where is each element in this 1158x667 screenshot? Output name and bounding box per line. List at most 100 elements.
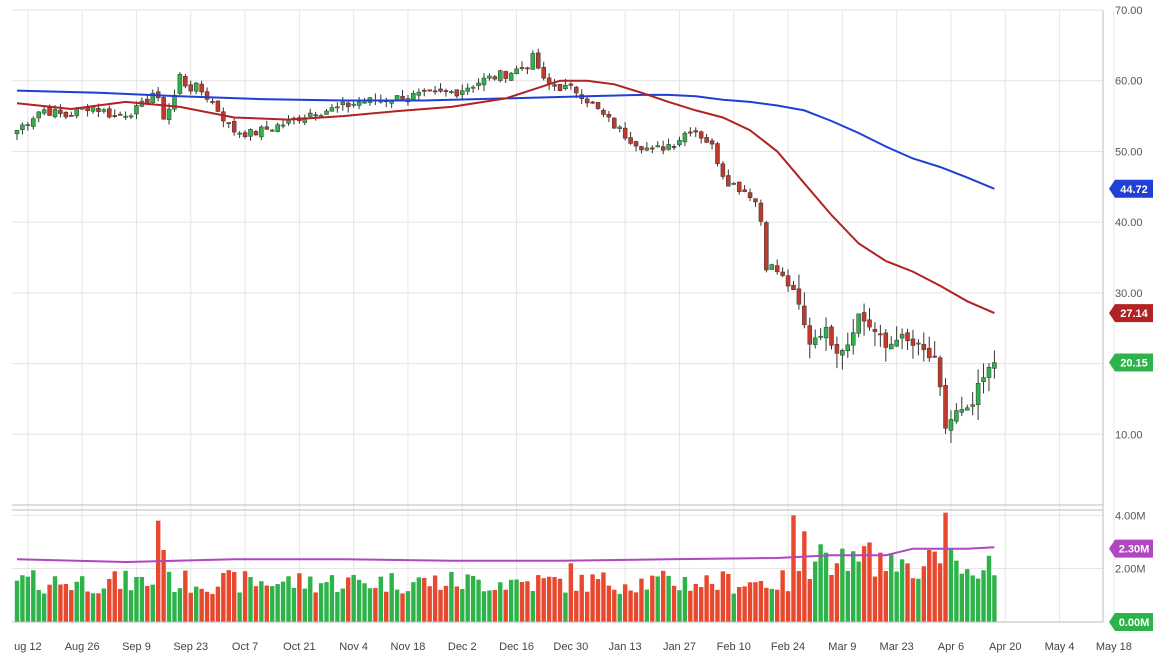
candle-body bbox=[498, 70, 503, 81]
x-tick-label: Sep 23 bbox=[173, 641, 208, 653]
candle-body bbox=[530, 53, 536, 70]
volume-bar bbox=[302, 588, 307, 622]
volume-bar bbox=[552, 577, 557, 622]
volume-bar bbox=[818, 544, 823, 622]
candle-body bbox=[416, 91, 422, 96]
candle-body bbox=[253, 131, 259, 136]
candle-body bbox=[872, 328, 878, 332]
candle-body bbox=[736, 181, 742, 192]
volume-bar bbox=[899, 559, 905, 622]
slow-average-tag-shape bbox=[1109, 179, 1153, 198]
candle-body bbox=[476, 82, 481, 86]
candle-body bbox=[215, 100, 221, 112]
volume-bar bbox=[742, 586, 747, 622]
candle-body bbox=[639, 146, 644, 151]
candle-body bbox=[726, 175, 731, 187]
volume-bar bbox=[356, 579, 362, 622]
candle-body bbox=[389, 100, 394, 104]
volume-bar bbox=[867, 542, 872, 622]
volume-bar bbox=[959, 573, 965, 622]
volume-average-tag-shape bbox=[1109, 539, 1153, 558]
candle-body bbox=[981, 377, 986, 383]
candle-body bbox=[644, 147, 650, 151]
volume-bar bbox=[715, 589, 720, 622]
candle-body bbox=[329, 107, 335, 112]
volume-bar bbox=[677, 590, 682, 622]
candle-body bbox=[698, 131, 704, 139]
candle-body bbox=[601, 109, 606, 115]
volume-bar bbox=[764, 587, 769, 622]
volume-bar bbox=[834, 563, 840, 622]
volume-bar bbox=[422, 578, 427, 622]
candle-body bbox=[943, 385, 948, 429]
candle-body bbox=[465, 87, 470, 92]
volume-bar bbox=[856, 561, 861, 622]
last-price-tag-shape bbox=[1109, 353, 1153, 372]
candle-body bbox=[345, 102, 351, 108]
candle-body bbox=[764, 222, 769, 271]
candle-body bbox=[443, 90, 449, 92]
volume-bar bbox=[655, 576, 660, 622]
volume-bar bbox=[943, 512, 948, 622]
volume-bar bbox=[514, 579, 519, 622]
candle-body bbox=[432, 90, 438, 93]
volume-bar bbox=[546, 576, 552, 622]
candle-body bbox=[335, 106, 340, 109]
candle-body bbox=[242, 132, 248, 137]
volume-bar bbox=[878, 552, 883, 622]
candle-body bbox=[688, 131, 693, 134]
y-tick-label: 10.00 bbox=[1115, 429, 1143, 441]
candle-body bbox=[231, 121, 237, 133]
candle-body bbox=[557, 84, 563, 91]
volume-bar bbox=[166, 571, 172, 622]
candle-body bbox=[161, 97, 166, 120]
volume-bar bbox=[465, 574, 470, 622]
candle-body bbox=[720, 163, 726, 177]
volume-bar bbox=[443, 585, 449, 622]
candle-body bbox=[193, 82, 199, 92]
volume-bar bbox=[427, 586, 432, 622]
volume-bar bbox=[432, 575, 438, 622]
candle-body bbox=[617, 126, 622, 129]
candle-body bbox=[487, 75, 492, 79]
volume-bar bbox=[215, 586, 221, 622]
volume-bar bbox=[698, 586, 704, 622]
candle-body bbox=[25, 124, 31, 127]
volume-bar bbox=[259, 581, 264, 622]
candle-body bbox=[628, 137, 633, 144]
candle-body bbox=[74, 108, 79, 117]
candle-body bbox=[264, 126, 270, 130]
candle-body bbox=[965, 407, 970, 411]
volume-bar bbox=[411, 582, 416, 622]
candle-body bbox=[101, 109, 107, 112]
last-price-tag: 20.15 bbox=[1109, 353, 1153, 372]
volume-bar bbox=[242, 571, 248, 622]
volume-bar bbox=[286, 576, 291, 622]
volume-bar bbox=[253, 586, 259, 622]
candle-body bbox=[818, 335, 823, 338]
volume-bar bbox=[932, 551, 937, 622]
volume-bar bbox=[731, 593, 736, 622]
x-tick-label: Jan 13 bbox=[609, 641, 642, 653]
moving-average-line bbox=[16, 79, 995, 315]
volume-bar bbox=[378, 576, 384, 622]
volume-bar bbox=[188, 592, 193, 622]
volume-bar bbox=[112, 571, 117, 622]
candle-body bbox=[921, 344, 927, 351]
candle-body bbox=[508, 72, 514, 81]
candle-body bbox=[894, 339, 899, 347]
volume-bar bbox=[769, 588, 774, 622]
candle-body bbox=[823, 327, 829, 339]
volume-bar bbox=[25, 576, 31, 622]
candle-body bbox=[731, 182, 737, 185]
volume-bar bbox=[297, 573, 302, 622]
volume-bar bbox=[69, 590, 74, 622]
volume-bar bbox=[872, 576, 878, 622]
volume-bar bbox=[308, 576, 313, 622]
x-tick-label: May 4 bbox=[1045, 641, 1075, 653]
fast-average-tag: 27.14 bbox=[1109, 304, 1153, 323]
volume-tick-label: 4.00M bbox=[1115, 510, 1146, 522]
x-tick-label: Aug 26 bbox=[65, 641, 100, 653]
candle-body bbox=[867, 319, 872, 328]
candle-body bbox=[177, 74, 183, 94]
